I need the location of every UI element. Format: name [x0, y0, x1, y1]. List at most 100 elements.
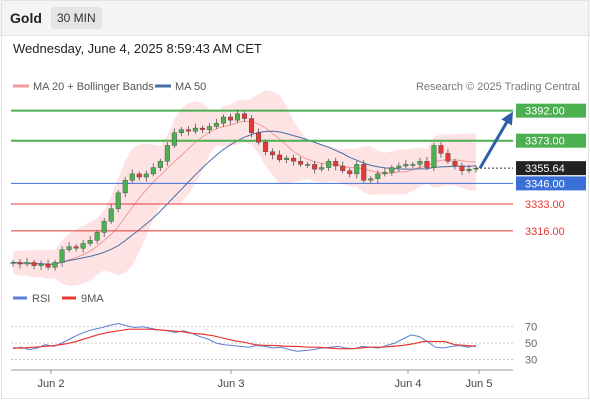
timeframe-button[interactable]: 30 MIN: [51, 7, 102, 29]
candle-body: [333, 161, 339, 167]
candle-body: [94, 232, 100, 241]
candle: [431, 142, 437, 172]
candle-body: [256, 132, 262, 143]
candle: [284, 155, 290, 164]
level-tag-0: [516, 103, 586, 118]
candle: [10, 259, 16, 267]
candle: [326, 158, 332, 172]
candle: [319, 163, 325, 172]
candle-body: [431, 145, 437, 168]
candle-body: [382, 172, 388, 175]
candle: [94, 229, 100, 244]
candle: [382, 167, 388, 177]
candle-body: [234, 113, 240, 121]
candle: [410, 161, 416, 168]
level-label-4: 3316.00: [525, 226, 565, 238]
candle-body: [108, 208, 114, 222]
candle: [424, 156, 430, 171]
candle-body: [220, 116, 226, 124]
candle: [375, 170, 381, 184]
candle-body: [417, 161, 423, 165]
candle: [249, 115, 255, 138]
candle: [136, 171, 142, 181]
candle-body: [438, 145, 444, 154]
candle-body: [459, 165, 465, 171]
candle-body: [73, 246, 79, 249]
candle: [333, 157, 339, 171]
candle-body: [52, 262, 58, 268]
candle: [122, 176, 128, 198]
candle-body: [24, 262, 30, 265]
candle: [17, 258, 23, 269]
candle-body: [45, 263, 51, 268]
candle-body: [326, 161, 332, 168]
candle-body: [17, 262, 23, 265]
candle: [143, 170, 149, 182]
candle-body: [171, 132, 177, 146]
candle-body: [291, 157, 297, 162]
candle-body: [241, 113, 247, 119]
projection-arrow-head: [501, 111, 514, 126]
level-label-0: 3392.00: [525, 106, 565, 118]
candle: [150, 163, 156, 177]
rsi-ma-line: [13, 328, 477, 350]
candle: [298, 156, 304, 167]
level-label-1: 3373.00: [525, 136, 565, 148]
candle-body: [277, 154, 283, 160]
last-price-tag: [516, 161, 586, 176]
candle: [178, 127, 184, 137]
candle: [52, 259, 58, 271]
candle-body: [319, 167, 325, 170]
level-label-3: 3333.00: [525, 199, 565, 211]
candle-body: [368, 178, 374, 181]
candle: [241, 111, 247, 123]
candle: [256, 128, 262, 145]
rsi-line: [12, 322, 477, 352]
candle-body: [129, 173, 135, 181]
candle: [185, 126, 191, 136]
candle: [340, 161, 346, 174]
candle-body: [87, 240, 93, 244]
candle-body: [150, 167, 156, 175]
time-tick-label: Jun 2: [38, 378, 65, 390]
candle: [31, 259, 37, 270]
level-tag-1: [516, 133, 586, 148]
candle: [220, 114, 226, 127]
source-credit: Research © 2025 Trading Central: [416, 81, 580, 93]
time-tick-label: Jun 4: [395, 378, 422, 390]
candle: [466, 164, 472, 174]
candle-body: [10, 262, 16, 264]
candle-body: [298, 161, 304, 165]
candle-body: [122, 180, 128, 194]
candle-body: [396, 165, 402, 168]
candle-body: [284, 157, 290, 160]
candle: [80, 239, 86, 253]
candle-body: [403, 164, 409, 167]
candle: [101, 217, 107, 237]
candle: [192, 123, 198, 134]
candle: [129, 169, 135, 183]
time-tick-label: Jun 5: [466, 378, 493, 390]
candle-body: [206, 126, 212, 130]
candle: [291, 154, 297, 166]
timestamp: Wednesday, June 4, 2025 8:59:43 AM CET: [13, 41, 262, 56]
candle-body: [199, 127, 205, 130]
candle: [45, 259, 51, 270]
candle-body: [340, 165, 346, 171]
candle-body: [312, 164, 318, 170]
candle-body: [361, 164, 367, 181]
candle: [389, 165, 395, 176]
candle-body: [354, 164, 360, 175]
projection-arrow: [478, 115, 512, 169]
candle-body: [164, 145, 170, 162]
candle-body: [263, 142, 269, 152]
candle-body: [213, 123, 219, 127]
candle: [445, 148, 451, 164]
candle: [199, 125, 205, 134]
price-pane: 3392.00 3373.00 3346.00 3333.00 3316.00 3355.…: [10, 90, 586, 286]
candle: [227, 113, 233, 125]
instrument-title: Gold: [10, 10, 42, 26]
candle-body: [375, 173, 381, 179]
level-label-2: 3346.00: [525, 178, 565, 190]
